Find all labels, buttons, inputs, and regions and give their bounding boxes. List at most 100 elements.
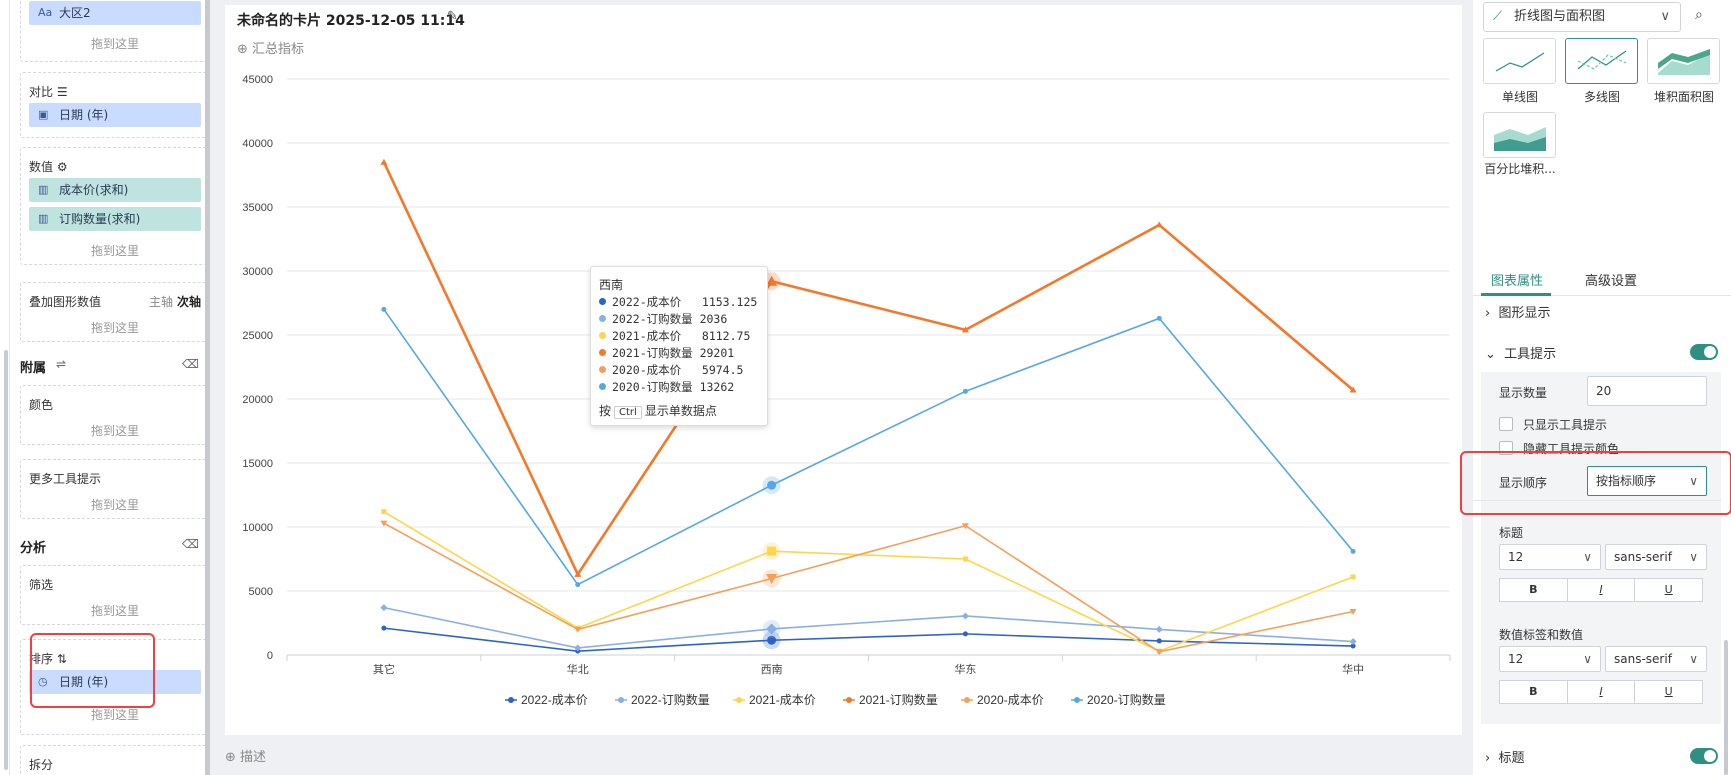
sort-order-icon[interactable]: ⇅ <box>56 652 67 666</box>
data-point <box>767 635 777 645</box>
only-tooltip-checkbox[interactable] <box>1499 417 1513 431</box>
order-qty-sum-pill[interactable]: ▥ 订购数量(求和) <box>29 207 201 231</box>
sort-date-pill[interactable]: ◷ 日期 (年) <box>29 670 201 694</box>
data-point <box>574 644 582 652</box>
split-well[interactable]: 拆分 <box>20 745 210 775</box>
color-well[interactable]: 颜色 拖到这里 <box>20 385 210 445</box>
chevron-down-icon: ∨ <box>1689 474 1698 488</box>
data-point <box>381 509 387 515</box>
chart-type-select[interactable]: ⟋ 折线图与面积图 ∨ <box>1483 2 1681 32</box>
legend-label: 2022-订购数量 <box>631 692 710 707</box>
italic-button[interactable]: I <box>1568 681 1636 703</box>
value-font-family-select[interactable]: sans-serif ∨ <box>1605 646 1707 672</box>
display-order-select[interactable]: 按指标顺序 ∨ <box>1587 466 1707 496</box>
x-tick-label: 华中 <box>1342 662 1364 676</box>
graph-display-section[interactable]: › 图形显示 <box>1485 306 1551 321</box>
data-point <box>767 480 777 490</box>
data-point <box>766 275 778 286</box>
data-point <box>381 625 387 631</box>
sliders-icon[interactable]: ⇌ <box>56 357 67 371</box>
chevron-down-icon: ∨ <box>1660 9 1670 24</box>
overlay-values-well[interactable]: 叠加图形数值 主轴 次轴 拖到这里 <box>20 282 210 342</box>
percent-stacked-thumb[interactable] <box>1483 112 1556 158</box>
drop-hint: 拖到这里 <box>90 424 139 438</box>
drop-hint: 拖到这里 <box>90 244 139 258</box>
title-font-size-select[interactable]: 12 ∨ <box>1499 544 1601 570</box>
compare-well[interactable]: 对比 ☰ ▣ 日期 (年) <box>20 72 210 138</box>
tooltip-toggle[interactable] <box>1690 344 1718 360</box>
values-well[interactable]: 数值 ⚙ ▥ 成本价(求和) ▥ 订购数量(求和) 拖到这里 <box>20 147 210 265</box>
tab-chart-properties[interactable]: 图表属性 <box>1491 274 1544 289</box>
legend-marker <box>846 697 852 703</box>
y-tick-label: 10000 <box>242 522 273 534</box>
highlight-annotation <box>1460 451 1731 515</box>
compare-date-pill[interactable]: ▣ 日期 (年) <box>29 103 201 127</box>
data-point <box>1350 548 1356 554</box>
series-line <box>383 627 1354 652</box>
main-axis-option[interactable]: 主轴 <box>149 295 174 309</box>
title-toggle[interactable] <box>1690 748 1718 764</box>
drop-hint: 拖到这里 <box>90 498 139 512</box>
bold-button[interactable]: B <box>1500 681 1568 703</box>
bold-button[interactable]: B <box>1500 579 1568 601</box>
legend-marker <box>618 697 624 703</box>
left-panel-scrollbar[interactable] <box>205 0 210 775</box>
y-tick-label: 0 <box>267 650 273 662</box>
thumb-label: 单线图 <box>1501 90 1538 104</box>
stacked-area-thumb[interactable] <box>1647 38 1720 84</box>
sub-axis-option[interactable]: 次轴 <box>177 295 202 309</box>
drop-hint: 拖到这里 <box>90 604 139 618</box>
tooltip-row: 2022-订购数量 2036 <box>599 311 727 327</box>
right-panel-scrollbar[interactable] <box>1724 640 1728 775</box>
more-tooltip-well[interactable]: 更多工具提示 拖到这里 <box>20 459 210 519</box>
property-tabs: 图表属性 高级设置 <box>1473 262 1731 296</box>
underline-button[interactable]: U <box>1664 583 1673 596</box>
title-section-header[interactable]: › 标题 <box>1485 751 1525 766</box>
multi-line-thumb[interactable] <box>1565 38 1638 84</box>
search-icon[interactable]: ⌕ <box>1695 7 1703 23</box>
series-dot <box>599 349 606 356</box>
data-point <box>766 574 778 585</box>
tab-advanced-settings[interactable]: 高级设置 <box>1585 274 1638 289</box>
description-button[interactable]: ⊕ 描述 <box>225 750 267 765</box>
data-point <box>575 582 581 588</box>
italic-button[interactable]: I <box>1568 579 1636 601</box>
data-point <box>961 326 969 333</box>
sort-well[interactable]: 排序 ⇅ ◷ 日期 (年) 拖到这里 <box>20 639 210 735</box>
value-font-size-select[interactable]: 12 ∨ <box>1499 646 1601 672</box>
legend-label: 2020-成本价 <box>977 693 1044 707</box>
title-font-label: 标题 <box>1499 526 1524 540</box>
eraser-icon[interactable]: ⌫ <box>182 357 199 371</box>
edit-icon[interactable]: ✎ <box>447 9 458 24</box>
summary-metric-button[interactable]: ⊕ 汇总指标 <box>237 42 305 57</box>
region-field-well[interactable]: Aa 大区2 拖到这里 <box>20 0 210 62</box>
data-point <box>1156 638 1162 644</box>
y-tick-label: 40000 <box>242 138 273 150</box>
thumb-label: 多线图 <box>1583 90 1620 104</box>
data-point <box>962 388 968 394</box>
compare-settings-icon[interactable]: ☰ <box>56 85 68 99</box>
underline-button[interactable]: U <box>1664 685 1673 698</box>
data-point <box>1349 386 1357 393</box>
title-font-family-select[interactable]: sans-serif ∨ <box>1605 544 1707 570</box>
region-field-pill[interactable]: Aa 大区2 <box>29 1 201 25</box>
series-dot <box>599 298 606 305</box>
legend-label: 2020-订购数量 <box>1087 692 1166 707</box>
edge-scrollbar[interactable] <box>4 350 8 770</box>
drop-hint: 拖到这里 <box>90 708 139 722</box>
show-count-input[interactable]: 20 <box>1587 376 1707 406</box>
active-tab-indicator <box>1481 293 1551 296</box>
eraser-icon[interactable]: ⌫ <box>182 537 199 551</box>
legend-marker <box>964 697 970 703</box>
cost-sum-pill[interactable]: ▥ 成本价(求和) <box>29 178 201 202</box>
single-line-thumb[interactable] <box>1483 38 1556 84</box>
bar-chart-icon: ▥ <box>38 183 49 196</box>
card-title[interactable]: 未命名的卡片 2025-12-05 11:14 <box>237 13 465 29</box>
series-dot <box>599 332 606 339</box>
tooltip-section-header[interactable]: ⌄ 工具提示 <box>1485 347 1557 362</box>
data-point <box>961 612 969 620</box>
x-tick-label: 华北 <box>567 662 589 676</box>
gear-icon[interactable]: ⚙ <box>56 160 68 174</box>
filter-well[interactable]: 筛选 拖到这里 <box>20 565 210 625</box>
bar-chart-icon: ▥ <box>38 212 49 225</box>
